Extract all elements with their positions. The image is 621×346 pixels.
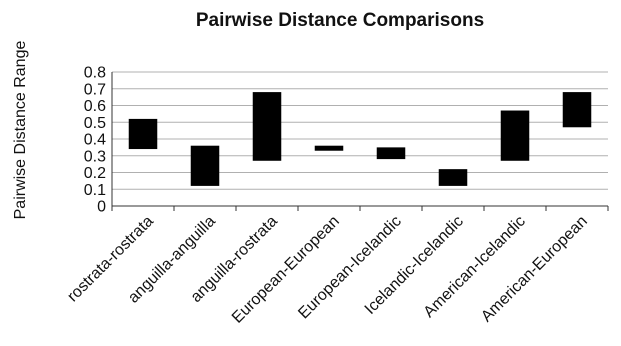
range-bars [128, 92, 592, 186]
grid-lines [112, 71, 608, 190]
x-tick-label: American-Icelandic [421, 213, 529, 321]
range-bar [438, 169, 468, 186]
y-tick-label: 0.4 [84, 132, 106, 149]
range-bar [500, 110, 530, 161]
range-bar [190, 145, 220, 186]
x-tick-label: European-European [229, 213, 343, 327]
y-tick-label: 0.1 [84, 182, 106, 199]
y-tick-label: 0.3 [84, 148, 106, 165]
y-tick-label: 0.8 [84, 65, 106, 82]
y-axis-label: Pairwise Distance Range [12, 41, 29, 220]
y-tick-label: 0.2 [84, 165, 106, 182]
y-tick-label: 0 [97, 199, 106, 216]
y-tick-labels: 00.10.20.30.40.50.60.70.8 [84, 65, 106, 216]
x-tick-label: European-Icelandic [295, 213, 405, 323]
axes [111, 72, 609, 211]
range-bar [128, 118, 158, 150]
chart-title: Pairwise Distance Comparisons [196, 10, 484, 31]
range-bar [314, 145, 344, 151]
range-bar [376, 147, 406, 160]
y-tick-label: 0.7 [84, 81, 106, 98]
x-tick-label: American-European [478, 213, 591, 326]
x-tick-labels: rostrata-rostrataanguilla-anguillaanguil… [64, 213, 590, 327]
y-tick-label: 0.6 [84, 98, 106, 115]
y-tick-label: 0.5 [84, 115, 106, 132]
range-bar [252, 92, 282, 161]
range-bar [562, 92, 592, 128]
